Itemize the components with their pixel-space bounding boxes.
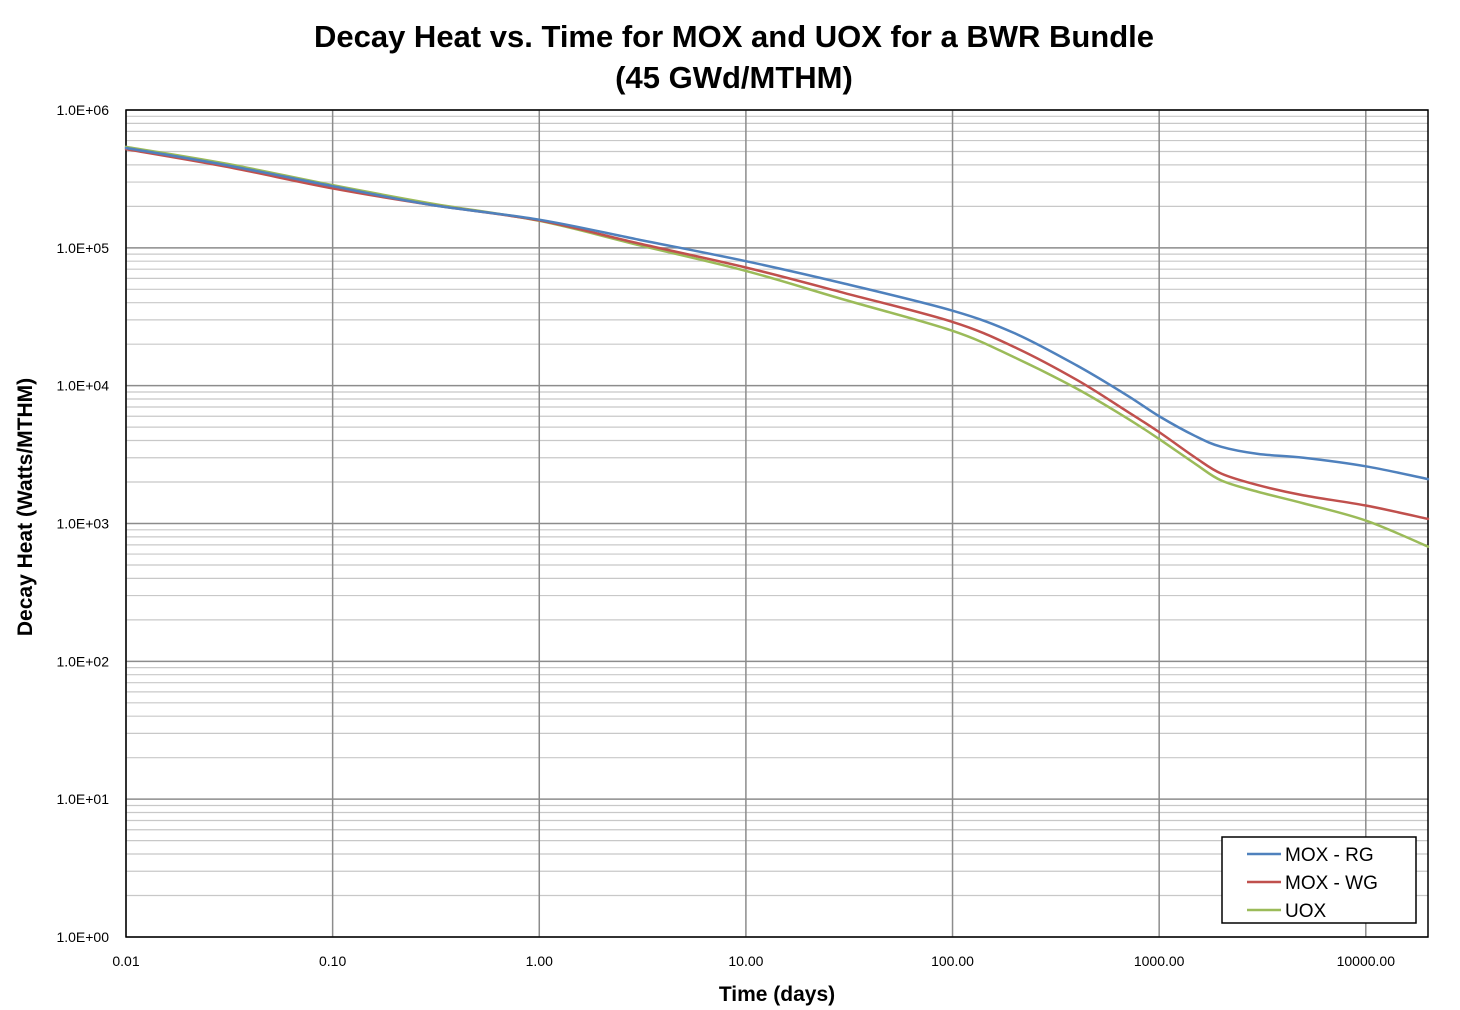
chart-subtitle: (45 GWd/MTHM) <box>615 60 853 95</box>
chart-title: Decay Heat vs. Time for MOX and UOX for … <box>314 19 1154 54</box>
plot-area-frame <box>125 109 1429 938</box>
legend: MOX - RG MOX - WG UOX <box>1221 836 1417 924</box>
x-tick-label: 10000.00 <box>1337 953 1396 969</box>
x-axis-tick-labels: 0.01 0.10 1.00 10.00 100.00 1000.00 10000.00 <box>112 953 1395 969</box>
series-line-mox-wg <box>124 147 1430 521</box>
x-tick-label: 1000.00 <box>1134 953 1185 969</box>
major-gridlines <box>125 109 1428 938</box>
x-tick-label: 1.00 <box>526 953 553 969</box>
legend-label: MOX - RG <box>1285 845 1374 866</box>
legend-box <box>1221 836 1417 924</box>
legend-label: MOX - WG <box>1285 873 1378 894</box>
x-axis-title: Time (days) <box>719 983 835 1006</box>
y-tick-label: 1.0E+00 <box>56 929 109 945</box>
y-tick-label: 1.0E+04 <box>56 378 109 394</box>
series-line-mox-rg <box>124 146 1430 481</box>
legend-label: UOX <box>1285 901 1327 922</box>
y-tick-label: 1.0E+05 <box>56 240 109 256</box>
x-tick-label: 0.10 <box>319 953 346 969</box>
x-tick-label: 0.01 <box>112 953 139 969</box>
y-axis-tick-labels: 1.0E+00 1.0E+01 1.0E+02 1.0E+03 1.0E+04 1.0E+… <box>56 102 109 945</box>
minor-gridlines <box>126 115 1428 897</box>
y-tick-label: 1.0E+06 <box>56 102 109 118</box>
series-line-uox <box>124 145 1430 548</box>
series-lines <box>124 145 1430 548</box>
y-tick-label: 1.0E+03 <box>56 516 109 532</box>
x-tick-label: 10.00 <box>728 953 763 969</box>
y-tick-label: 1.0E+01 <box>56 791 109 807</box>
y-axis-title: Decay Heat (Watts/MTHM) <box>14 378 37 636</box>
x-tick-label: 100.00 <box>931 953 974 969</box>
y-tick-label: 1.0E+02 <box>56 653 109 669</box>
